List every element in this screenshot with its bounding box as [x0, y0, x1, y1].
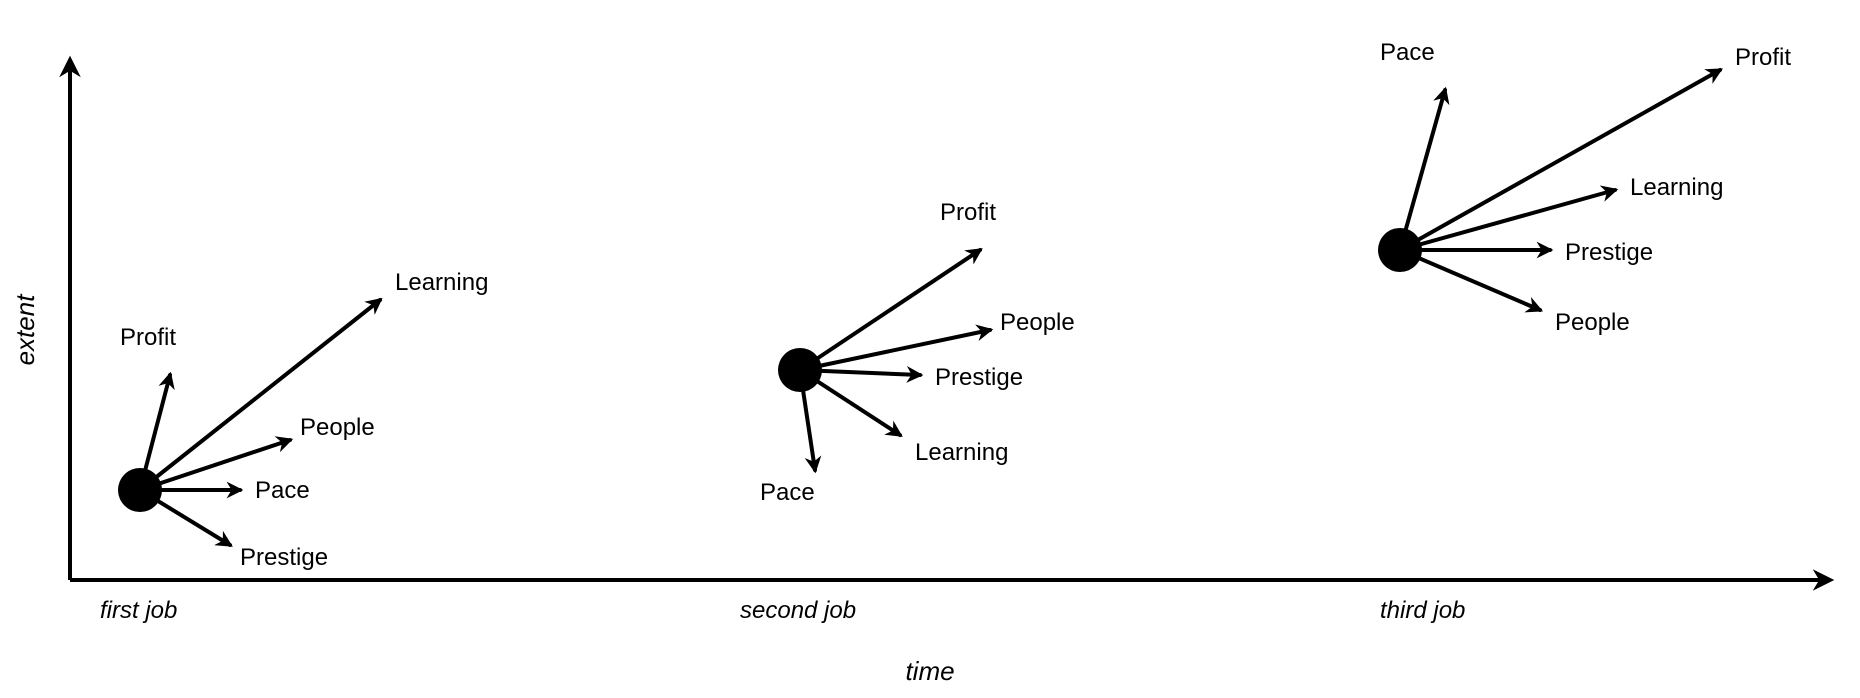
vector-label-third-job-pace: Pace: [1380, 39, 1435, 66]
vector-label-first-job-pace: Pace: [255, 477, 310, 504]
vector-third-job-profit: [1400, 70, 1720, 250]
vector-label-third-job-people: People: [1555, 309, 1630, 336]
vector-label-second-job-learning: Learning: [915, 439, 1008, 466]
diagram-svg: time extent first job second job third job Pr…: [0, 0, 1860, 698]
vector-third-job-people: [1400, 250, 1540, 310]
node-dot-second-job: [778, 348, 822, 392]
vector-label-second-job-pace: Pace: [760, 479, 815, 506]
node-third-job: Pace Profit Learning Prestige People: [1378, 39, 1791, 336]
vector-label-second-job-prestige: Prestige: [935, 364, 1023, 391]
vector-label-third-job-profit: Profit: [1735, 44, 1791, 71]
x-tick-label: second job: [740, 597, 856, 624]
node-dot-third-job: [1378, 228, 1422, 272]
vector-label-first-job-people: People: [300, 414, 375, 441]
vector-label-second-job-profit: Profit: [940, 199, 996, 226]
vector-label-third-job-learning: Learning: [1630, 174, 1723, 201]
vector-label-first-job-prestige: Prestige: [240, 544, 328, 571]
x-tick-label: first job: [100, 597, 177, 624]
vector-label-second-job-people: People: [1000, 309, 1075, 336]
node-dot-first-job: [118, 468, 162, 512]
x-axis-label: time: [905, 656, 954, 686]
y-axis-label: extent: [10, 293, 40, 366]
vector-label-third-job-prestige: Prestige: [1565, 239, 1653, 266]
node-first-job: Profit Learning People Pace Prestige: [118, 269, 488, 571]
node-second-job: Profit People Prestige Learning Pace: [760, 199, 1075, 506]
vector-label-first-job-learning: Learning: [395, 269, 488, 296]
vector-third-job-pace: [1400, 90, 1445, 250]
x-tick-label: third job: [1380, 597, 1465, 624]
vector-label-first-job-profit: Profit: [120, 324, 176, 351]
